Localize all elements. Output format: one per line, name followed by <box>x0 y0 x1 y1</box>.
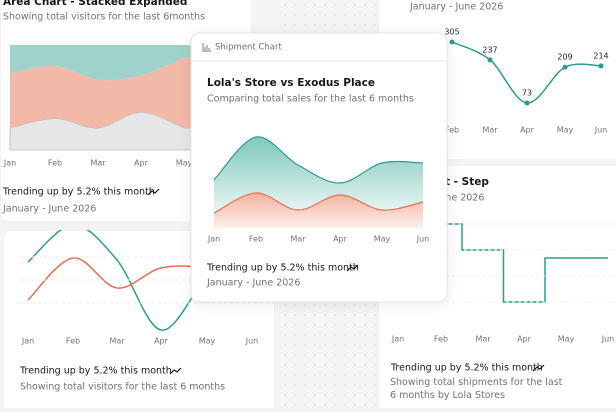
x-tick-label: Mar <box>90 159 106 168</box>
x-tick-label: Jun <box>594 126 608 135</box>
card <box>190 32 448 303</box>
x-tick-label: Mar <box>475 335 491 344</box>
x-tick-label: Jun <box>416 235 430 244</box>
card-title: Area Chart - Stacked Expanded <box>3 0 187 8</box>
trend-icon <box>532 364 545 372</box>
area <box>214 192 423 228</box>
x-tick-label: May <box>558 335 575 344</box>
trend-icon <box>346 264 359 272</box>
x-tick-label: Apr <box>333 235 348 244</box>
footnote-box: Showing total shipments for the last 6 m… <box>390 377 563 401</box>
chart: Jan Feb Mar Apr May Jun <box>207 136 430 244</box>
card-shipment: Jan Feb Mar Apr May Jun Shipment Chart Lola's… <box>190 32 448 303</box>
footnote: Showing total visitors for the last 6 mo… <box>20 382 225 393</box>
area <box>10 45 200 81</box>
x-tick-label: Feb <box>249 235 263 244</box>
area-line <box>213 136 424 184</box>
x-tick-label: Mar <box>290 235 306 244</box>
card-header: Shipment Chart <box>215 43 282 53</box>
footer: Trending up by 5.2% this month <box>19 366 172 377</box>
x-tick-label: Jun <box>245 337 259 346</box>
x-tick-label: Apr <box>517 335 532 344</box>
point <box>562 64 568 70</box>
card-subtitle: Comparing total sales for the last 6 mon… <box>207 94 414 105</box>
chart-icon <box>202 43 211 52</box>
x-tick-label: Apr <box>134 159 149 168</box>
area-line <box>213 192 424 214</box>
card-subtitle: January - June 2026 <box>409 2 503 13</box>
chart: Jan Feb Mar Apr May <box>3 45 201 168</box>
card-subtitle: Showing total visitors for the last 6mon… <box>3 12 205 23</box>
data-label: 73 <box>522 89 532 98</box>
x-tick-label: Feb <box>48 159 62 168</box>
point <box>449 39 455 45</box>
x-tick-label: Jan <box>3 159 16 168</box>
x-tick-label: Jan <box>391 335 404 344</box>
footer: Trending up by 5.2% this month <box>206 263 359 274</box>
footnote: January - June 2026 <box>206 278 300 289</box>
chart: 305 237 73 209 214 Feb Mar Apr May Jun <box>444 28 608 135</box>
x-tick-label: Mar <box>482 126 498 135</box>
x-tick-label: May <box>199 337 216 346</box>
footnote: Showing total shipments for the last 6 m… <box>390 377 563 401</box>
x-tick-label: Apr <box>520 126 535 135</box>
point <box>598 63 604 69</box>
card-stacked-area: Jan Feb Mar Apr May Area Chart - Stacked Expa… <box>0 0 252 222</box>
x-tick-label: May <box>176 159 193 168</box>
x-tick-label: May <box>374 235 391 244</box>
card-title: Lola's Store vs Exodus Place <box>207 77 375 89</box>
x-tick-label: May <box>557 126 574 135</box>
x-tick-label: Feb <box>434 335 448 344</box>
area <box>10 57 200 129</box>
x-tick-label: Feb <box>66 337 80 346</box>
x-tick-label: Jan <box>21 337 34 346</box>
footer: Trending up by 5.2% this month <box>390 363 543 374</box>
footnote: January - June 2026 <box>2 204 96 215</box>
point <box>524 100 530 106</box>
trend-icon <box>169 367 182 375</box>
point <box>487 57 493 63</box>
data-label: 305 <box>444 28 459 37</box>
data-label: 237 <box>482 45 497 54</box>
data-label: 214 <box>593 51 608 60</box>
trend-icon <box>147 188 160 196</box>
x-tick-label: Jun <box>601 335 615 344</box>
x-tick-label: Jan <box>207 235 220 244</box>
footer: Trending up by 5.2% this month <box>2 187 155 198</box>
x-tick-label: Apr <box>154 337 169 346</box>
x-tick-label: Feb <box>445 126 459 135</box>
x-tick-label: Mar <box>109 337 125 346</box>
data-label: 209 <box>557 53 572 62</box>
